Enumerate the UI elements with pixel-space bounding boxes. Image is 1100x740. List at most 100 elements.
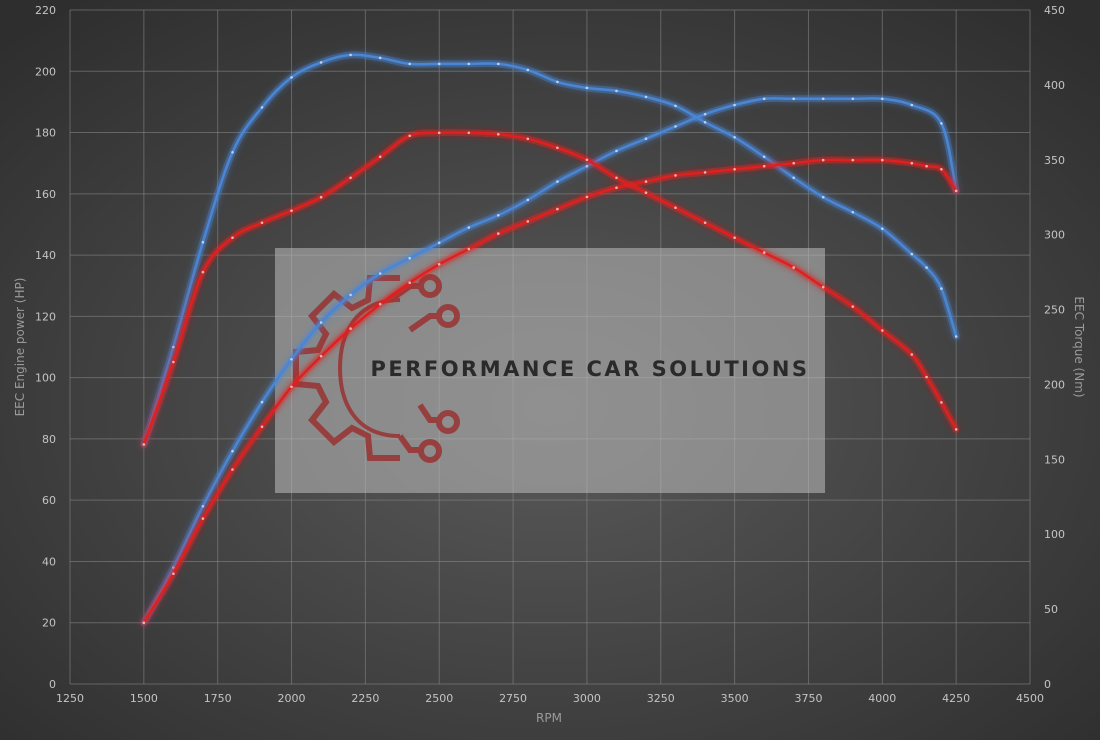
series-point xyxy=(644,180,648,183)
series-point xyxy=(319,354,323,358)
series-point xyxy=(231,151,234,154)
series-point xyxy=(378,155,382,159)
series-point xyxy=(201,517,205,520)
y2-tick-label: 250 xyxy=(1044,304,1065,317)
series-point xyxy=(497,62,500,66)
y-tick-label: 20 xyxy=(42,617,56,630)
series-point xyxy=(644,137,648,140)
series-point xyxy=(142,443,146,446)
series-point xyxy=(615,149,618,153)
series-stock-torque xyxy=(140,129,960,448)
series-point xyxy=(290,76,293,79)
series-point xyxy=(172,572,175,575)
y2-tick-label: 450 xyxy=(1044,4,1065,17)
watermark-brand-text: PERFORMANCE CAR SOLUTIONS xyxy=(370,357,809,381)
series-point xyxy=(319,61,323,64)
series-point xyxy=(910,161,914,165)
series-point xyxy=(319,195,323,199)
series-point xyxy=(881,227,884,230)
series-point xyxy=(674,206,677,209)
series-point xyxy=(821,285,825,289)
y-tick-label: 160 xyxy=(35,188,56,201)
series-point xyxy=(733,168,736,171)
series-point xyxy=(556,146,559,150)
series-point xyxy=(467,226,471,229)
series-point xyxy=(437,131,441,135)
x-tick-label: 3250 xyxy=(647,692,675,705)
y-axis-right-title: EEC Torque (Nm) xyxy=(1072,296,1086,397)
y2-tick-label: 200 xyxy=(1044,378,1065,391)
series-point xyxy=(792,97,795,101)
series-point xyxy=(733,103,736,107)
series-point xyxy=(733,236,736,239)
x-tick-label: 2250 xyxy=(351,692,379,705)
x-tick-label: 4500 xyxy=(1016,692,1044,705)
series-point xyxy=(585,158,589,162)
y2-tick-label: 350 xyxy=(1044,154,1065,167)
series-point xyxy=(910,252,914,256)
series-point xyxy=(792,161,795,165)
series-point xyxy=(703,112,707,116)
y-axis-right: 0 50 100 150 200 250 300 350 400 450 xyxy=(1044,4,1065,691)
y-tick-label: 100 xyxy=(35,372,56,385)
y-tick-label: 0 xyxy=(49,678,56,691)
series-point xyxy=(408,134,412,138)
series-point xyxy=(408,62,412,66)
series-point xyxy=(349,176,352,180)
series-point xyxy=(910,353,914,356)
series-point xyxy=(349,327,352,330)
series-point xyxy=(615,89,618,93)
series-point xyxy=(467,131,471,135)
y-tick-label: 220 xyxy=(35,4,56,17)
series-point xyxy=(940,287,943,290)
y-tick-label: 180 xyxy=(35,127,56,140)
series-tuned-power xyxy=(140,94,960,627)
series-point xyxy=(231,236,234,239)
series-point xyxy=(349,293,352,297)
series-point xyxy=(290,358,293,361)
x-axis-title: RPM xyxy=(536,711,562,725)
series-point xyxy=(556,207,559,211)
x-tick-label: 1250 xyxy=(56,692,84,705)
x-tick-label: 3500 xyxy=(721,692,749,705)
x-tick-label: 1750 xyxy=(204,692,232,705)
series-point xyxy=(703,221,707,224)
series-point xyxy=(644,191,648,194)
series-point xyxy=(821,158,825,162)
series-point xyxy=(615,176,618,180)
x-tick-label: 2750 xyxy=(499,692,527,705)
series-point xyxy=(940,122,943,125)
x-tick-label: 3750 xyxy=(794,692,822,705)
x-axis: 1250 1500 1750 2000 2250 2500 2750 3000 3250 3500… xyxy=(56,692,1044,705)
series-tuned-torque xyxy=(140,51,960,448)
y2-tick-label: 300 xyxy=(1044,229,1065,242)
x-tick-label: 4000 xyxy=(868,692,896,705)
series-point xyxy=(437,241,441,245)
series-point xyxy=(467,62,471,66)
y-tick-label: 200 xyxy=(35,65,56,78)
series-point xyxy=(526,198,530,202)
series-point xyxy=(762,164,766,168)
series-point xyxy=(954,189,958,193)
series-point xyxy=(910,103,914,107)
series-point xyxy=(644,95,648,99)
series-point xyxy=(792,266,795,269)
series-point xyxy=(954,335,958,338)
series-point xyxy=(881,329,884,332)
y2-tick-label: 100 xyxy=(1044,528,1065,541)
series-point xyxy=(378,302,382,306)
series-point xyxy=(954,428,958,431)
x-tick-label: 2000 xyxy=(278,692,306,705)
series-point xyxy=(260,425,264,429)
y-tick-label: 60 xyxy=(42,494,56,507)
series-point xyxy=(925,266,928,269)
series-point xyxy=(437,62,441,66)
series-point xyxy=(925,375,928,379)
y2-tick-label: 400 xyxy=(1044,79,1065,92)
series-point xyxy=(201,240,205,244)
series-point xyxy=(703,121,707,124)
series-point xyxy=(201,505,205,508)
series-point xyxy=(851,305,855,308)
series-point xyxy=(526,68,530,72)
